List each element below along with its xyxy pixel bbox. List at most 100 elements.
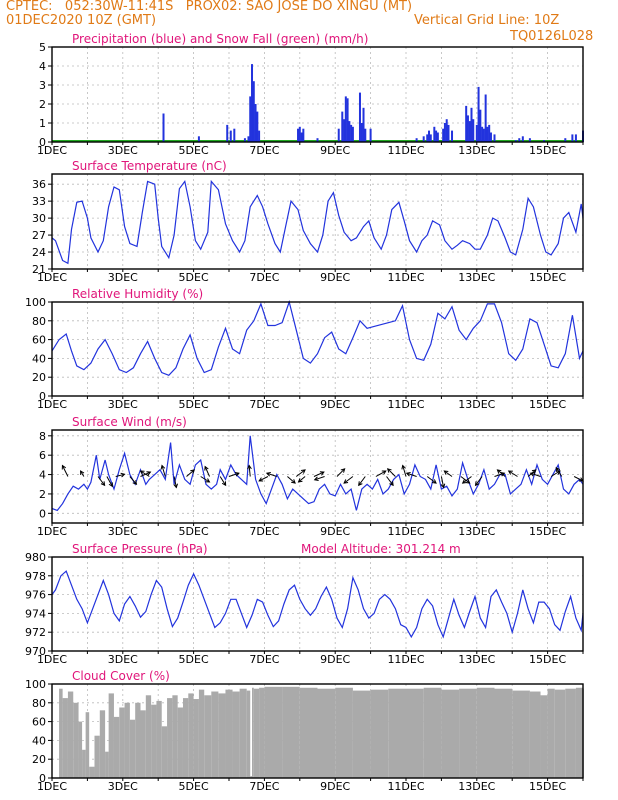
panel1-precip-bar — [472, 119, 475, 142]
panel6-cloud-bar — [246, 690, 251, 778]
panel2-ytick-label: 36 — [32, 178, 46, 191]
panel4-wind-arrow — [358, 476, 366, 486]
panel6-ytick-label: 0 — [39, 772, 46, 785]
panel4-wind-arrow — [248, 465, 251, 477]
panel1-precip-bar — [351, 126, 354, 142]
panel4-wind-arrow — [494, 472, 505, 477]
panel5-title: Surface Pressure (hPa) — [72, 542, 208, 556]
panel4-xtick-label: 15DEC — [529, 525, 566, 538]
panel4-wind-arrowhead — [465, 479, 471, 484]
panel6-ytick-label: 20 — [32, 753, 46, 766]
panel4-wind-arrowhead — [258, 477, 264, 482]
panel4-wind-arrow — [508, 470, 518, 477]
panel1-precip-bar — [341, 111, 344, 142]
panel4-wind-arrow — [343, 476, 354, 484]
panel1-xtick-label: 7DEC — [249, 144, 279, 157]
panel4-wind-arrowhead — [234, 471, 240, 477]
panel3-ytick-label: 100 — [25, 296, 46, 309]
panel5-xtick-label: 5DEC — [179, 653, 209, 666]
panel4-wind-arrowhead — [291, 479, 296, 484]
panel5-xtick-label: 13DEC — [458, 653, 495, 666]
panel4-wind-arrowhead — [443, 470, 449, 475]
panel6-ytick-label: 60 — [32, 716, 46, 729]
panel5-ytick-label: 974 — [25, 607, 46, 620]
panel4-wind-arrow — [298, 476, 306, 483]
panel4-wind-arrow — [375, 470, 387, 477]
panel6-cloud-bar — [317, 688, 336, 778]
panel4-wind-arrow — [186, 469, 195, 477]
panel2-xtick-label: 3DEC — [108, 271, 138, 284]
panel6-cloud-bar — [167, 698, 173, 778]
panel4-wind-arrow — [219, 476, 227, 486]
panel5-ytick-label: 970 — [25, 645, 46, 658]
panel4-wind-arrowhead — [221, 481, 227, 487]
panel4-wind-arrowhead — [507, 470, 513, 475]
panel3-ytick-label: 0 — [39, 390, 46, 403]
panel6-cloud-bar — [565, 688, 576, 778]
panel4-wind-arrow — [475, 476, 483, 486]
panel4-xtick-label: 7DEC — [249, 525, 279, 538]
panel4-wind-arrowhead — [461, 479, 467, 484]
panel6-xtick-label: 1DEC — [37, 780, 67, 793]
panel1-precip-bar — [486, 126, 489, 142]
panel1-precip-bar — [415, 138, 418, 142]
panel2-xtick-label: 13DEC — [458, 271, 495, 284]
panel4-ytick-label: 4 — [39, 469, 46, 482]
panel1-precip-bar — [362, 107, 365, 142]
panel6-cloud-bar — [172, 695, 178, 778]
panel6-cloud-bar — [299, 687, 318, 778]
panel1-precip-bar — [436, 132, 439, 142]
panel1-precip-bar — [518, 138, 521, 142]
panel1-precip-bar — [477, 86, 480, 142]
panel4-wind-arrowhead — [247, 464, 252, 470]
panel6-ytick-label: 40 — [32, 734, 46, 747]
panel1-precip-bar — [247, 136, 250, 142]
panel1-precip-bar — [484, 94, 487, 142]
panel5-xtick-label: 7DEC — [249, 653, 279, 666]
panel1-ytick-label: 4 — [39, 60, 46, 73]
panel6-ytick-label: 80 — [32, 697, 46, 710]
panel1-precip-bar — [489, 132, 492, 142]
panel3-ytick-label: 80 — [32, 315, 46, 328]
panel1-precip-bar — [350, 124, 353, 142]
panel2-xtick-label: 9DEC — [320, 271, 350, 284]
panel6-cloud-bar — [494, 688, 513, 778]
panel6-cloud-bar — [264, 686, 283, 778]
panel1-precip-bar — [343, 119, 346, 142]
panel1-precip-bar — [243, 138, 246, 142]
panel4-xtick-label: 11DEC — [387, 525, 424, 538]
panel6-xtick-label: 3DEC — [108, 780, 138, 793]
panel6-cloud-bar — [575, 687, 583, 778]
panel6-cloud-bar — [135, 702, 141, 778]
panel4-wind-arrowhead — [100, 481, 106, 487]
panel4-wind-arrowhead — [401, 464, 406, 470]
panel1-precip-bar — [348, 121, 351, 142]
panel4-wind-arrowhead — [146, 471, 152, 476]
panel1-precip-bar — [258, 130, 261, 142]
panel1-precip-bar — [233, 128, 236, 142]
panel6-xtick-label: 13DEC — [458, 780, 495, 793]
panel4-wind-arrowhead — [173, 483, 178, 489]
panel4-wind-arrowhead — [313, 476, 319, 482]
panel4-wind-arrowhead — [343, 479, 349, 484]
panel2-frame — [51, 173, 584, 270]
panel4-wind-arrowhead — [301, 469, 306, 474]
panel4-wind-arrowhead — [340, 468, 346, 473]
panel1-precip-bar — [256, 111, 259, 142]
panel6-cloud-bar — [85, 712, 90, 778]
panel1-xtick-label: 13DEC — [458, 144, 495, 157]
panel1-ytick-label: 1 — [39, 117, 46, 130]
panel6-cloud-bar — [89, 766, 95, 778]
panel1-precip-bar — [162, 113, 165, 142]
panel4-wind-arrow — [462, 476, 472, 484]
panel4-wind-arrow — [426, 476, 437, 484]
panel3-title: Relative Humidity (%) — [72, 287, 203, 301]
panel6-cloud-bar — [259, 687, 265, 778]
panel4-wind-arrow — [295, 469, 306, 477]
panel3-xtick-label: 3DEC — [108, 398, 138, 411]
panel1-precip-bar — [482, 128, 485, 142]
panel2-xtick-label: 15DEC — [529, 271, 566, 284]
panel6-cloud-bar — [78, 721, 83, 778]
panel4-wind-arrow — [314, 476, 325, 481]
panel4-wind-arrowhead — [108, 482, 113, 488]
